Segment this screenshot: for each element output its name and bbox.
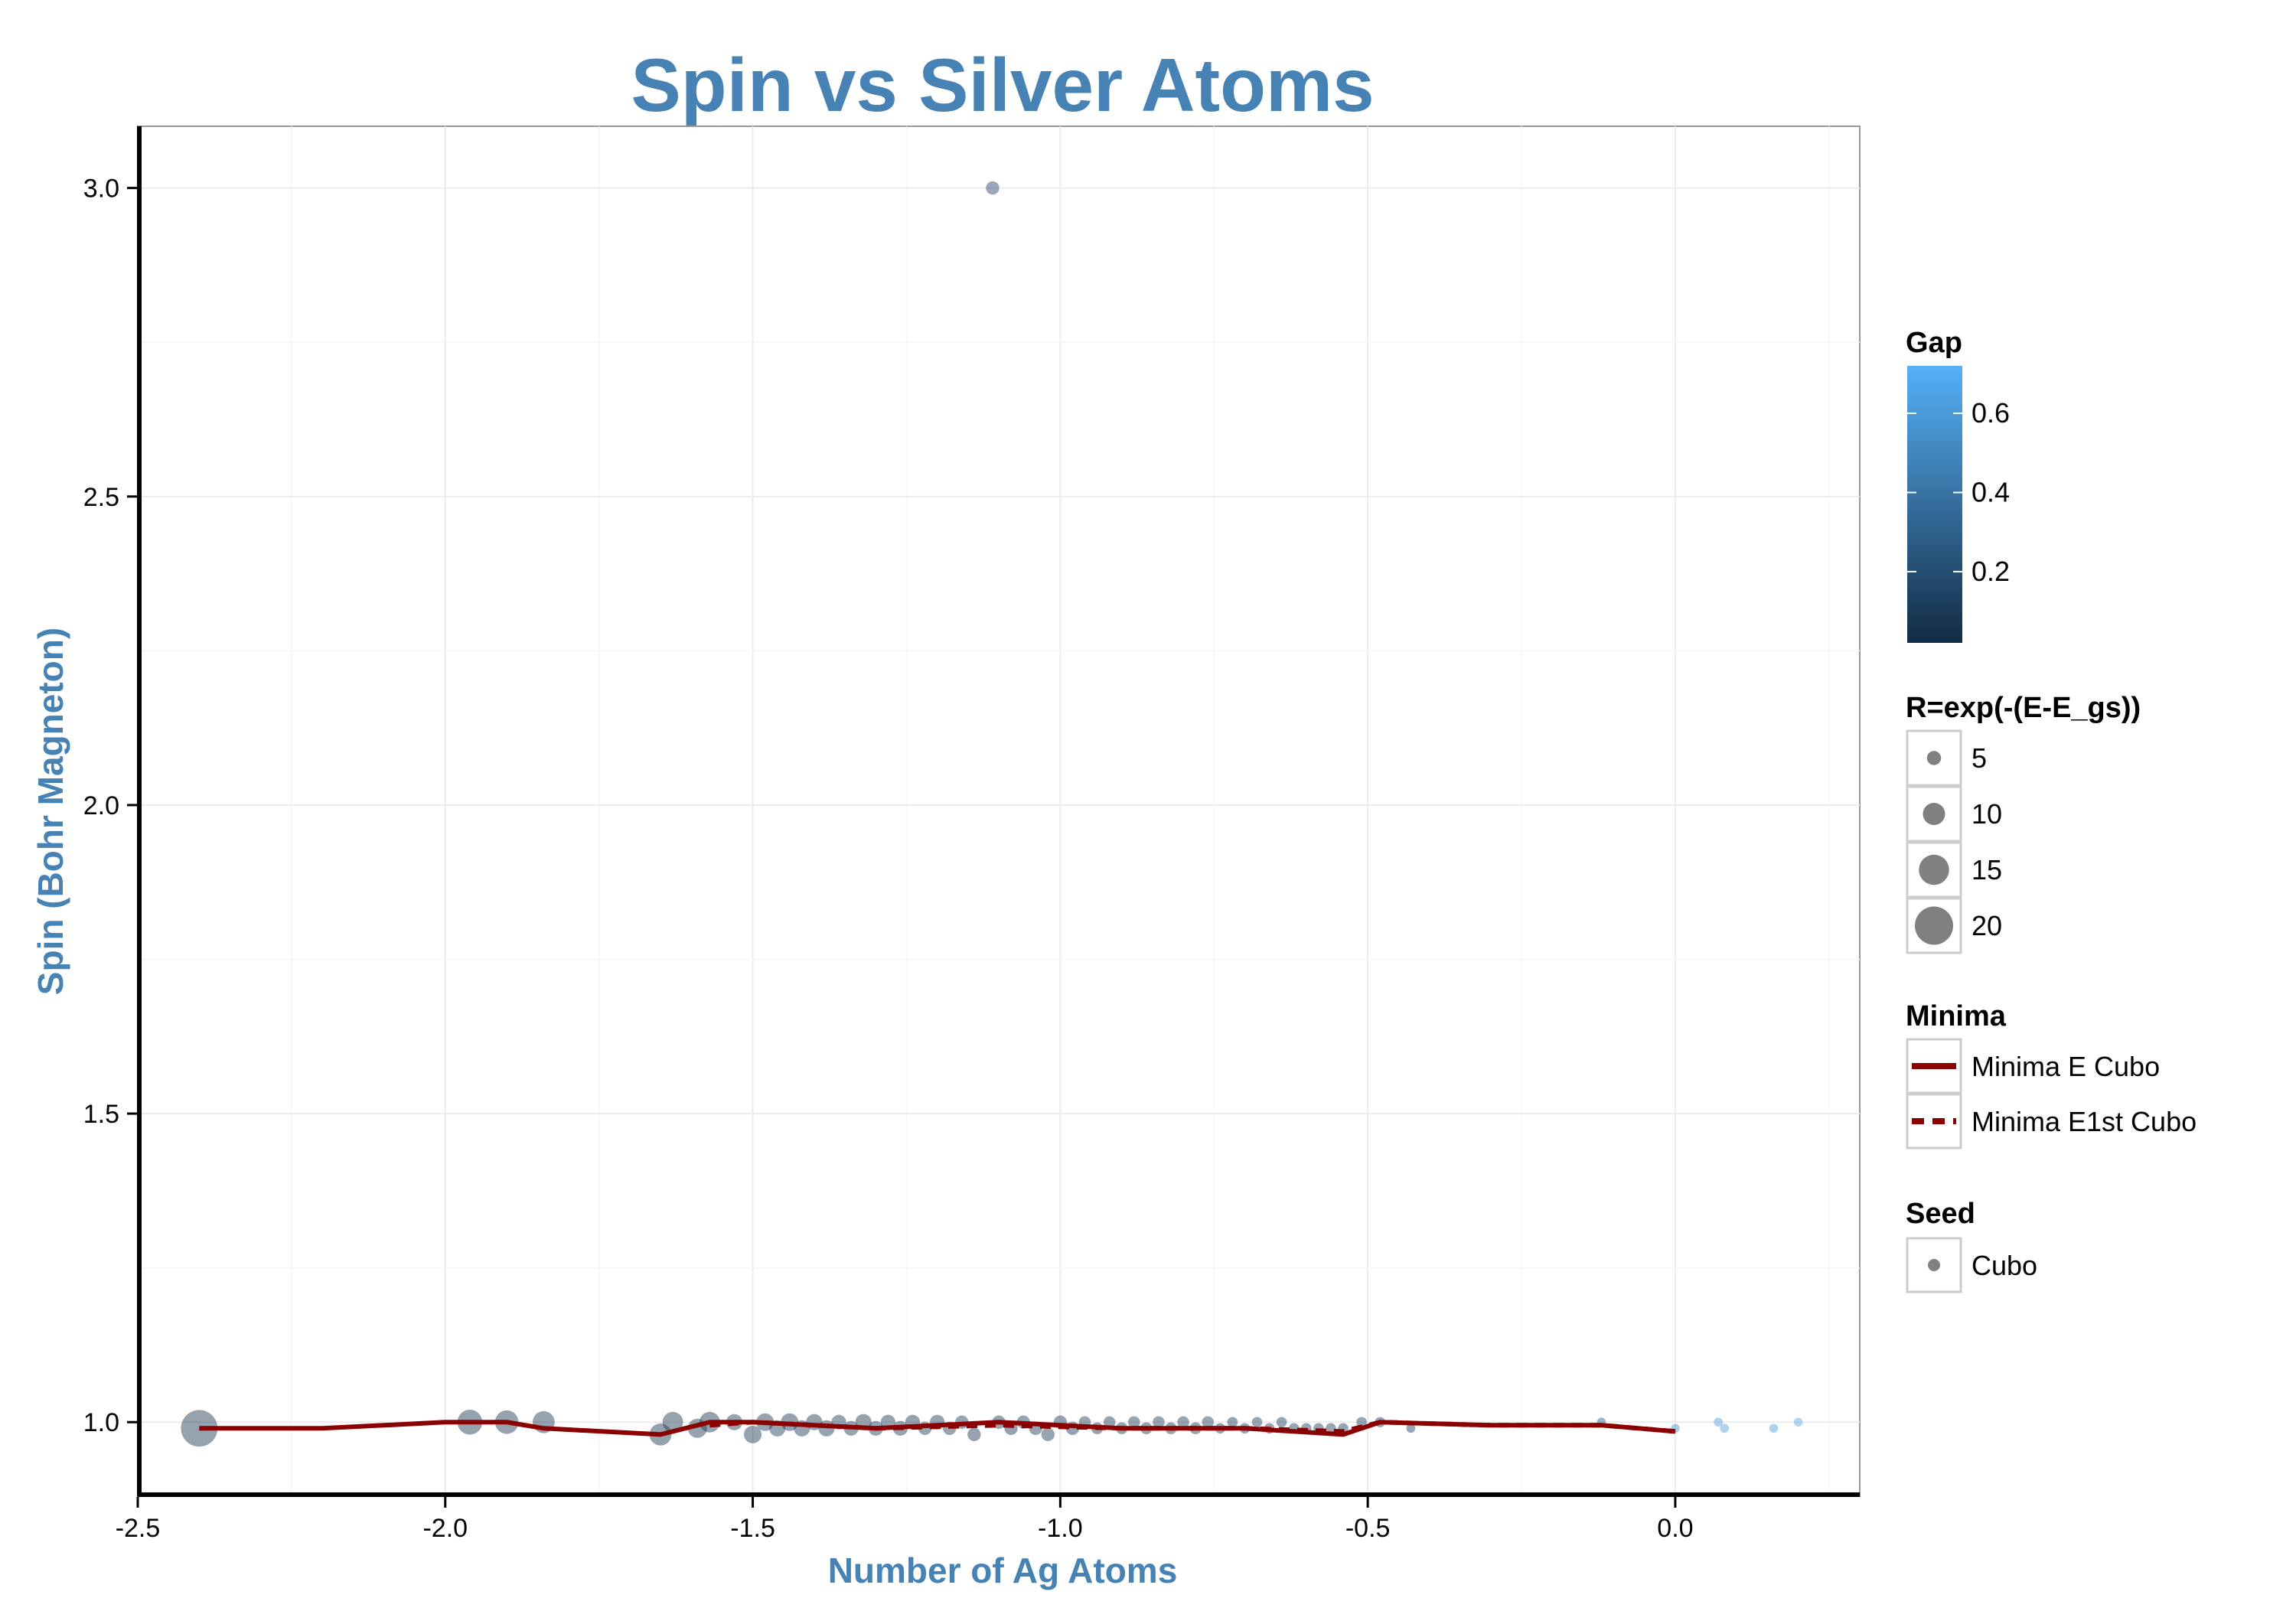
y-tick-label: 1.5 [83, 1100, 119, 1129]
data-point [1769, 1423, 1779, 1433]
legend-label-seed: Cubo [1971, 1250, 2037, 1281]
y-tick-label: 2.5 [83, 483, 119, 512]
data-point [967, 1427, 981, 1442]
gap-break-label: 0.2 [1971, 556, 2010, 587]
legend-minima: Minima Minima E Cubo Minima E1st Cubo [1906, 1000, 2197, 1150]
grid-lines [137, 126, 1860, 1496]
legend-gap-title: Gap [1906, 327, 1962, 359]
minima-e1st-line [709, 1420, 1676, 1434]
legend-size-point [1923, 803, 1945, 825]
x-tick-label: -2.0 [422, 1514, 468, 1543]
y-axis-ticks: 1.0 1.5 2.0 2.5 3.0 [83, 174, 138, 1437]
legend-size-label: 20 [1971, 910, 2002, 941]
legend-size: R=exp(-(E-E_gs)) 5 10 15 20 [1906, 692, 2141, 954]
data-point [1356, 1417, 1367, 1428]
data-point [1128, 1416, 1140, 1428]
data-point [1041, 1427, 1055, 1442]
data-point [1153, 1416, 1165, 1428]
legend-label-minima-e1st: Minima E1st Cubo [1971, 1106, 2197, 1137]
legend-gap: Gap 0.2 0.4 0.6 [1906, 327, 2010, 643]
minima-lines [199, 1420, 1676, 1437]
legend-seed-point [1928, 1259, 1940, 1271]
legend-size-label: 10 [1971, 798, 2002, 830]
gap-break-label: 0.6 [1971, 397, 2010, 429]
y-tick-label: 3.0 [83, 174, 119, 204]
legend-size-key [1906, 785, 1962, 843]
data-point [1227, 1417, 1238, 1428]
legend-size-label: 5 [1971, 742, 1987, 774]
legend-size-label: 15 [1971, 854, 2002, 885]
data-point [1714, 1417, 1724, 1427]
legend-size-point [1915, 906, 1953, 945]
y-tick-label: 2.0 [83, 791, 119, 820]
x-tick-label: -1.0 [1038, 1514, 1083, 1543]
data-point [1276, 1417, 1287, 1428]
data-point [1720, 1423, 1730, 1433]
y-tick-label: 1.0 [83, 1408, 119, 1437]
x-tick-label: 0.0 [1657, 1514, 1693, 1543]
data-point [662, 1411, 683, 1433]
plot-panel [137, 126, 1861, 1497]
data-point [1406, 1423, 1416, 1433]
gap-colorbar-breaks: 0.2 0.4 0.6 [1907, 397, 2010, 587]
data-point [1103, 1416, 1116, 1428]
data-point [1202, 1416, 1214, 1428]
gap-break-label: 0.4 [1971, 476, 2010, 507]
x-axis-title: Number of Ag Atoms [828, 1551, 1178, 1590]
legend-size-point [1926, 751, 1942, 765]
legend-seed: Seed Cubo [1906, 1198, 2037, 1293]
x-tick-label: -1.5 [730, 1514, 775, 1543]
legend-size-keys: 5 10 15 20 [1906, 729, 2002, 954]
data-point [744, 1425, 762, 1443]
gap-colorbar [1907, 366, 1962, 643]
legend-label-minima-e: Minima E Cubo [1971, 1051, 2160, 1082]
legend-minima-title: Minima [1906, 1000, 2007, 1032]
data-point [1177, 1416, 1189, 1428]
x-tick-label: -2.5 [116, 1514, 161, 1543]
legend-size-point [1919, 854, 1949, 885]
y-axis-title: Spin (Bohr Magneton) [31, 628, 70, 995]
x-axis-ticks: -2.5 -2.0 -1.5 -1.0 -0.5 0.0 [116, 1497, 1694, 1543]
data-point [1326, 1423, 1336, 1434]
data-point [1251, 1417, 1263, 1428]
chart-title: Spin vs Silver Atoms [631, 43, 1374, 127]
data-point [986, 181, 1000, 195]
legend-seed-title: Seed [1906, 1198, 1975, 1230]
legend-size-title: R=exp(-(E-E_gs)) [1906, 692, 2141, 724]
data-point [1793, 1417, 1803, 1427]
x-tick-label: -0.5 [1345, 1514, 1391, 1543]
